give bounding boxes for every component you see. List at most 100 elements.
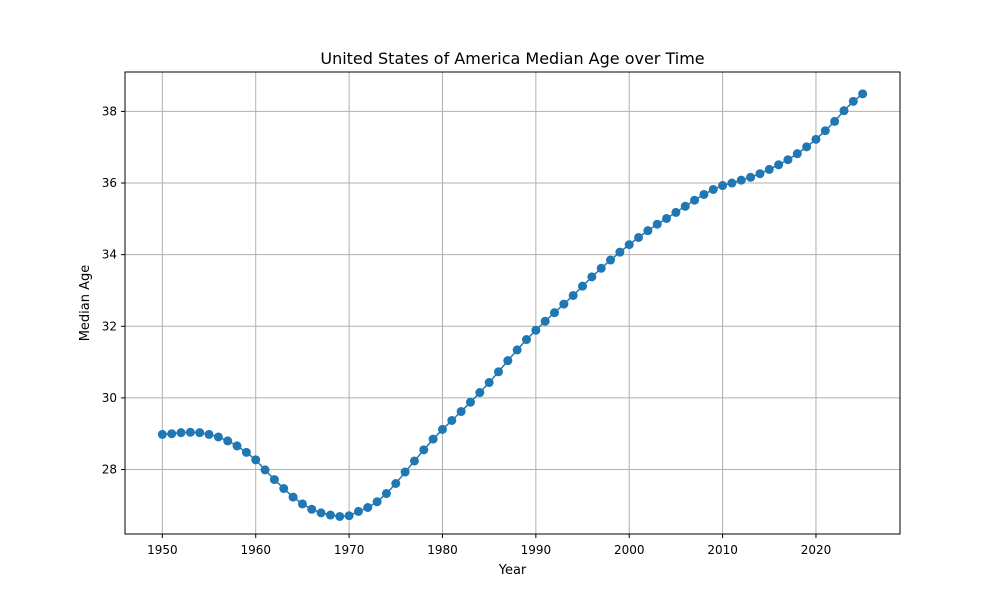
data-point bbox=[531, 325, 541, 335]
data-point bbox=[409, 456, 419, 466]
x-tick-label: 1950 bbox=[147, 543, 178, 557]
data-point bbox=[774, 160, 784, 170]
data-point bbox=[400, 467, 410, 477]
y-tick-label: 38 bbox=[102, 104, 117, 118]
data-point bbox=[662, 213, 672, 223]
data-point bbox=[269, 475, 279, 485]
data-point bbox=[634, 232, 644, 242]
y-tick-label: 28 bbox=[102, 463, 117, 477]
data-point bbox=[232, 441, 242, 451]
data-point bbox=[652, 219, 662, 229]
data-point bbox=[456, 407, 466, 417]
data-point bbox=[157, 429, 167, 439]
data-point bbox=[493, 367, 503, 377]
data-point bbox=[727, 178, 737, 188]
data-point bbox=[699, 189, 709, 199]
chart-title: United States of America Median Age over… bbox=[320, 49, 704, 68]
data-point bbox=[736, 175, 746, 185]
x-axis-label: Year bbox=[498, 563, 527, 578]
data-point bbox=[447, 415, 457, 425]
x-axis-ticks: 1950 1960 1970 1980 1990 2000 2010 2020 bbox=[147, 534, 831, 557]
x-tick-label: 2010 bbox=[707, 543, 738, 557]
data-point bbox=[223, 436, 233, 446]
data-point bbox=[437, 424, 447, 434]
data-point bbox=[241, 447, 251, 457]
data-point bbox=[522, 335, 532, 345]
data-point bbox=[550, 308, 560, 318]
data-point bbox=[484, 378, 494, 388]
data-point bbox=[830, 116, 840, 126]
x-tick-label: 1970 bbox=[334, 543, 365, 557]
data-point bbox=[858, 89, 868, 99]
data-point bbox=[690, 195, 700, 205]
data-point bbox=[288, 492, 298, 502]
data-point bbox=[559, 299, 569, 309]
data-point bbox=[335, 511, 345, 521]
data-point bbox=[167, 429, 177, 439]
data-point bbox=[503, 356, 513, 366]
data-point bbox=[671, 207, 681, 217]
y-tick-label: 34 bbox=[102, 248, 117, 262]
data-point bbox=[643, 226, 653, 236]
data-point bbox=[746, 172, 756, 182]
data-point bbox=[372, 497, 382, 507]
plot-area-frame bbox=[124, 71, 901, 535]
data-point bbox=[512, 345, 522, 355]
data-point bbox=[297, 499, 307, 509]
series-median-age bbox=[157, 89, 868, 521]
data-point bbox=[596, 263, 606, 273]
data-point bbox=[353, 506, 363, 516]
data-point bbox=[307, 504, 317, 514]
data-point bbox=[811, 134, 821, 144]
data-point bbox=[680, 201, 690, 211]
data-point bbox=[213, 432, 223, 442]
x-tick-label: 1960 bbox=[240, 543, 271, 557]
data-point bbox=[381, 489, 391, 499]
data-point bbox=[195, 428, 205, 438]
x-tick-label: 1990 bbox=[521, 543, 552, 557]
y-tick-label: 30 bbox=[102, 391, 117, 405]
grid-lines bbox=[125, 72, 900, 534]
x-tick-label: 1980 bbox=[427, 543, 458, 557]
data-point bbox=[185, 427, 195, 437]
data-point bbox=[279, 484, 289, 494]
data-point bbox=[419, 445, 429, 455]
data-point bbox=[325, 510, 335, 520]
data-point bbox=[540, 316, 550, 326]
x-tick-label: 2020 bbox=[801, 543, 832, 557]
data-point bbox=[204, 429, 214, 439]
x-tick-label: 2000 bbox=[614, 543, 645, 557]
data-point bbox=[251, 455, 261, 465]
data-point bbox=[839, 106, 849, 116]
data-point bbox=[587, 272, 597, 282]
data-point bbox=[606, 255, 616, 265]
data-point bbox=[428, 434, 438, 444]
data-point bbox=[708, 184, 718, 194]
data-point bbox=[475, 388, 485, 398]
data-point bbox=[391, 479, 401, 489]
data-point bbox=[465, 397, 475, 407]
y-tick-label: 36 bbox=[102, 176, 117, 190]
data-point bbox=[792, 149, 802, 159]
data-point bbox=[820, 126, 830, 136]
data-point bbox=[260, 465, 270, 475]
data-point bbox=[344, 511, 354, 521]
series-line bbox=[162, 93, 864, 518]
data-point bbox=[783, 155, 793, 165]
data-point bbox=[764, 164, 774, 174]
data-point bbox=[615, 247, 625, 257]
data-point bbox=[316, 508, 326, 518]
data-point bbox=[718, 181, 728, 191]
data-point bbox=[848, 96, 858, 106]
y-axis-ticks: 28 30 32 34 36 38 bbox=[102, 104, 125, 477]
data-point bbox=[755, 169, 765, 179]
data-point bbox=[176, 428, 186, 438]
y-tick-label: 32 bbox=[102, 319, 117, 333]
data-point bbox=[624, 240, 634, 250]
data-point bbox=[802, 142, 812, 152]
data-point bbox=[363, 502, 373, 512]
data-point bbox=[568, 290, 578, 300]
data-point bbox=[578, 281, 588, 291]
